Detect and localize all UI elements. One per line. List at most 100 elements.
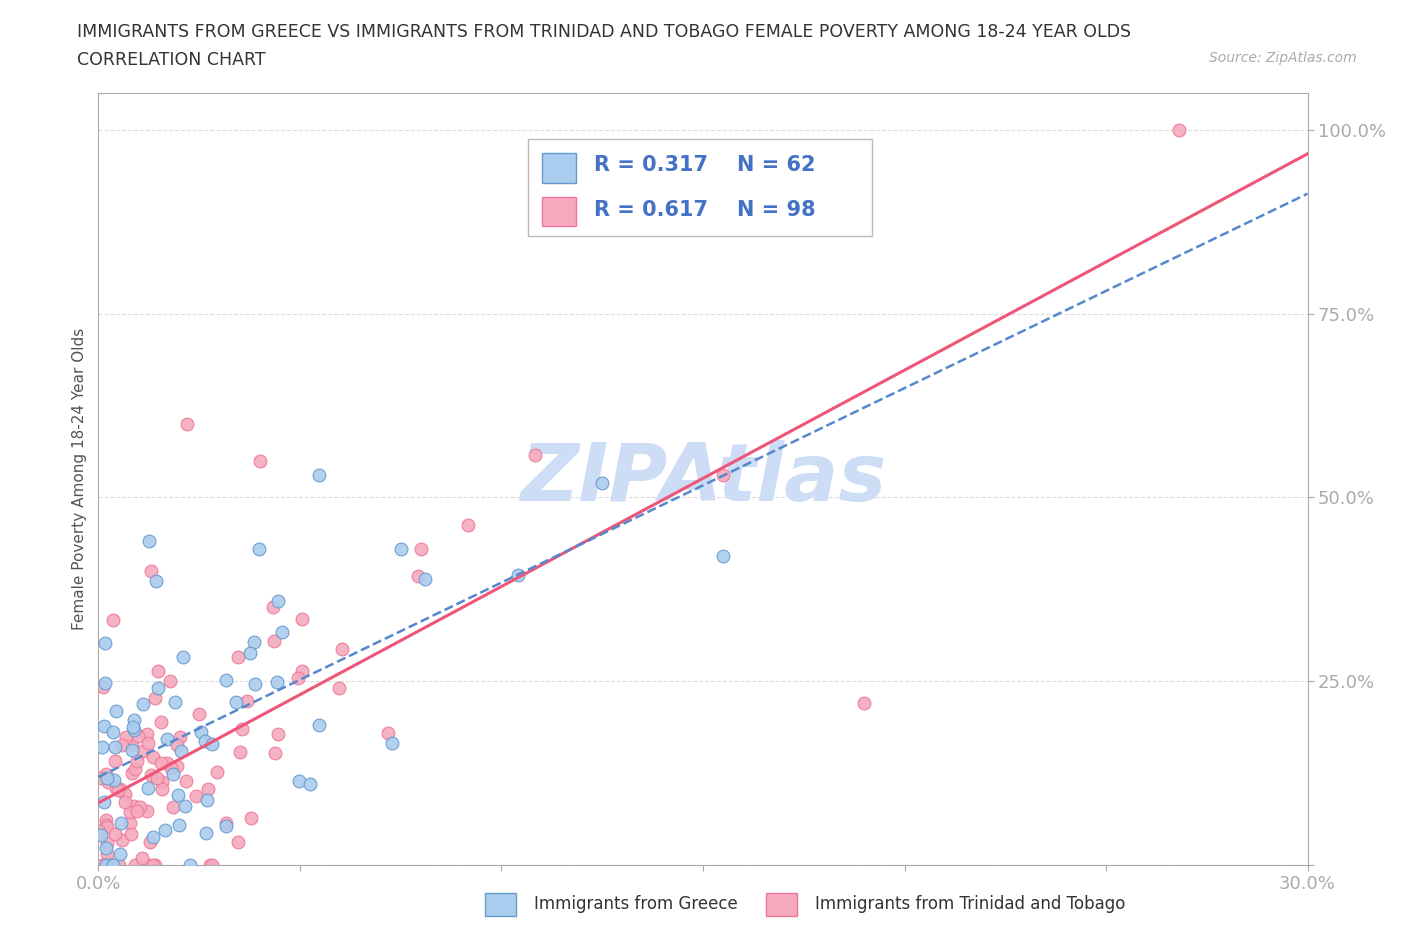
Point [136, 736, 159, 751]
Point [263, 746, 285, 761]
Point [89, 771, 111, 786]
Point [101, 857, 124, 872]
Point [107, 782, 129, 797]
Point [243, 677, 266, 692]
Point [91, 740, 114, 755]
Point [142, 750, 165, 764]
Point [136, 780, 159, 795]
Point [215, 672, 238, 687]
Point [131, 851, 153, 866]
Point [145, 574, 167, 589]
Point [93, 676, 115, 691]
Point [267, 726, 290, 741]
Point [143, 857, 166, 872]
Point [156, 732, 179, 747]
Point [122, 720, 145, 735]
Point [136, 727, 159, 742]
Point [104, 827, 127, 842]
Point [162, 800, 184, 815]
Point [247, 542, 270, 557]
Point [139, 767, 162, 782]
Point [122, 712, 145, 727]
Point [179, 857, 201, 872]
Point [142, 857, 165, 872]
Point [195, 826, 218, 841]
Point [291, 612, 314, 627]
Point [266, 674, 288, 689]
Point [108, 857, 131, 872]
Point [121, 743, 143, 758]
Point [127, 804, 149, 818]
Text: R = 0.617    N = 98: R = 0.617 N = 98 [595, 200, 815, 219]
Bar [543, 153, 576, 182]
Point [111, 832, 134, 847]
Point [413, 571, 436, 586]
Point [142, 830, 165, 844]
Point [173, 799, 195, 814]
Point [114, 795, 136, 810]
Point [124, 762, 146, 777]
Text: IMMIGRANTS FROM GREECE VS IMMIGRANTS FROM TRINIDAD AND TOBAGO FEMALE POVERTY AMO: IMMIGRANTS FROM GREECE VS IMMIGRANTS FRO… [77, 23, 1132, 41]
Text: Immigrants from Greece: Immigrants from Greece [534, 895, 738, 913]
Point [389, 541, 412, 556]
Point [174, 774, 197, 789]
Point [205, 764, 228, 779]
Point [711, 549, 734, 564]
Point [94, 812, 117, 827]
Point [108, 847, 131, 862]
Point [160, 761, 183, 776]
Point [239, 645, 262, 660]
Text: ZIPAtlas: ZIPAtlas [520, 440, 886, 518]
Text: Source: ZipAtlas.com: Source: ZipAtlas.com [1209, 51, 1357, 65]
Point [139, 834, 162, 849]
Point [105, 781, 128, 796]
Point [149, 715, 172, 730]
Point [132, 697, 155, 711]
Point [169, 729, 191, 744]
Point [146, 681, 169, 696]
Point [124, 857, 146, 872]
Bar [543, 197, 576, 226]
Point [139, 564, 162, 578]
Point [249, 453, 271, 468]
Point [201, 737, 224, 751]
Y-axis label: Female Poverty Among 18-24 Year Olds: Female Poverty Among 18-24 Year Olds [72, 328, 87, 631]
FancyBboxPatch shape [527, 140, 872, 236]
Point [591, 475, 613, 490]
Point [96, 836, 118, 851]
Point [104, 753, 127, 768]
Point [188, 707, 211, 722]
Point [853, 696, 876, 711]
Point [115, 729, 138, 744]
Point [150, 782, 173, 797]
Point [111, 737, 134, 752]
Point [122, 723, 145, 737]
Point [145, 771, 167, 786]
Point [110, 816, 132, 830]
Point [1167, 123, 1189, 138]
Point [136, 804, 159, 818]
Point [406, 568, 429, 583]
Point [121, 765, 143, 780]
Point [153, 823, 176, 838]
Point [288, 774, 311, 789]
Point [215, 816, 238, 830]
Text: CORRELATION CHART: CORRELATION CHART [77, 51, 266, 69]
Point [103, 613, 125, 628]
Point [308, 718, 330, 733]
Point [132, 743, 155, 758]
Point [166, 737, 188, 752]
Point [93, 795, 115, 810]
Point [711, 468, 734, 483]
Point [262, 600, 284, 615]
Point [150, 755, 173, 770]
Point [91, 857, 114, 872]
Point [195, 792, 218, 807]
Point [120, 826, 142, 841]
Point [114, 787, 136, 802]
Point [298, 777, 321, 791]
Point [108, 782, 131, 797]
Point [94, 857, 117, 872]
Point [96, 819, 118, 834]
Point [172, 649, 194, 664]
